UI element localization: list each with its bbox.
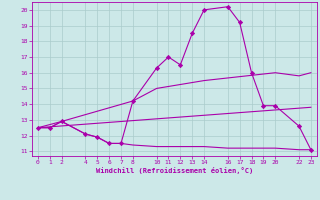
X-axis label: Windchill (Refroidissement éolien,°C): Windchill (Refroidissement éolien,°C)	[96, 167, 253, 174]
